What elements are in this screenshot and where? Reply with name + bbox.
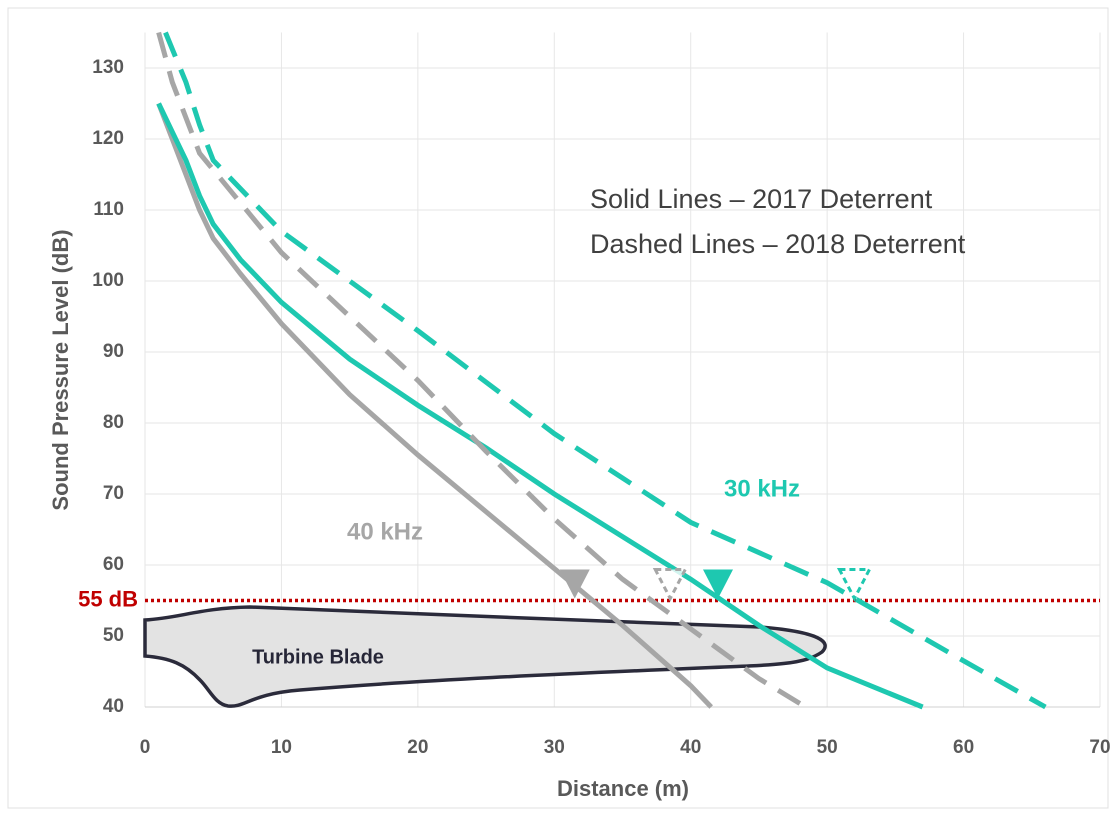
threshold-label: 55 dB	[78, 586, 138, 611]
y-tick-label: 70	[103, 483, 124, 504]
crossing-marker	[559, 569, 590, 599]
annotation: 30 kHz	[724, 475, 800, 502]
x-tick-label: 70	[1089, 737, 1110, 758]
dashed-line	[156, 31, 802, 706]
annotation: Dashed Lines – 2018 Deterrent	[590, 229, 966, 259]
y-tick-label: 60	[103, 554, 124, 575]
grid	[144, 32, 1101, 708]
annotation: Turbine Blade	[252, 646, 384, 668]
y-tick-label: 120	[92, 128, 124, 149]
x-tick-label: 40	[680, 737, 701, 758]
plot: 40 50 60 70 80 90 100 110 120 130 0 10 20 30 40 50 60 70 5…	[78, 31, 1111, 758]
y-tick-label: 80	[103, 412, 124, 433]
crossing-marker	[652, 568, 688, 602]
turbine-blade	[143, 605, 827, 708]
y-tick-label: 110	[93, 199, 124, 220]
y-axis-title: Sound Pressure Level (dB)	[48, 229, 73, 510]
x-tick-label: 60	[953, 737, 974, 758]
crossing-marker	[836, 568, 872, 602]
annotation: Solid Lines – 2017 Deterrent	[590, 184, 933, 214]
x-tick-label: 20	[407, 737, 428, 758]
dashed-line	[163, 31, 1047, 710]
y-tick-label: 90	[103, 341, 124, 362]
solid-line	[156, 102, 924, 710]
x-tick-label: 50	[817, 737, 838, 758]
y-tick-label: 40	[103, 696, 124, 717]
x-tick-label: 10	[271, 737, 292, 758]
y-tick-label: 100	[92, 270, 124, 291]
y-tick-label: 50	[103, 625, 124, 646]
annotation: 40 kHz	[347, 518, 423, 545]
x-tick-label: 0	[140, 737, 151, 758]
x-tick-label: 30	[544, 737, 565, 758]
y-tick-label: 130	[92, 57, 124, 78]
solid-line	[156, 102, 713, 709]
crossing-marker	[703, 569, 733, 599]
chart-border	[7, 7, 1109, 809]
x-axis-title: Distance (m)	[557, 776, 689, 801]
